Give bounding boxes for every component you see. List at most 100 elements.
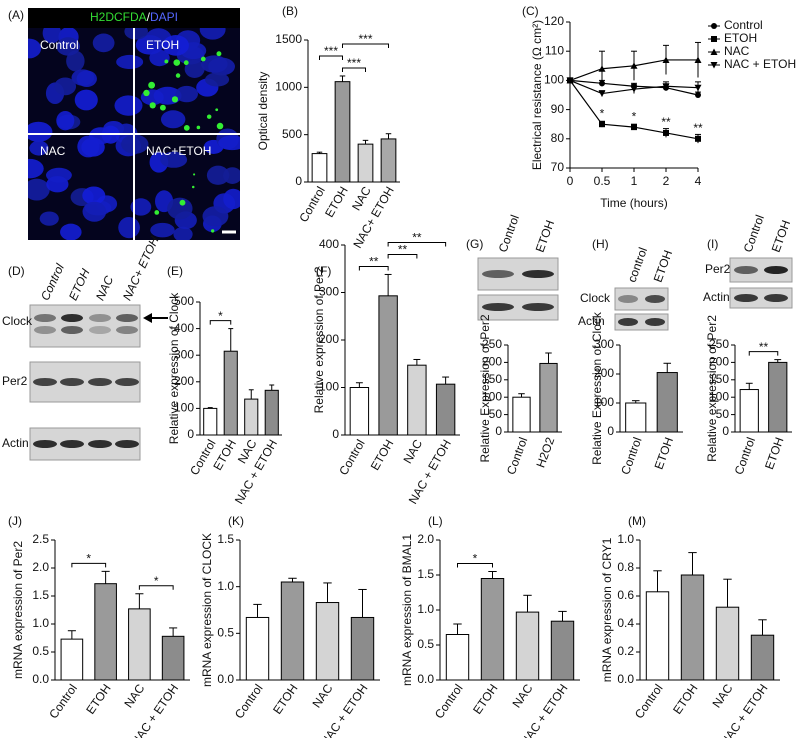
y-tick-label: 120 xyxy=(544,14,564,28)
nucleus xyxy=(223,167,240,184)
ros-signal xyxy=(183,60,189,66)
nucleus xyxy=(206,165,230,185)
y-tick-label: 50 xyxy=(489,407,503,421)
y-axis-label: Relative Expression of Per2 xyxy=(478,314,492,462)
significance-label: * xyxy=(218,309,223,323)
ros-signal xyxy=(173,59,181,66)
nucleus xyxy=(45,167,72,183)
significance-bracket xyxy=(387,241,447,247)
significance-bracket xyxy=(342,43,389,48)
lane-label: Control xyxy=(741,213,767,254)
band xyxy=(60,440,84,448)
bar xyxy=(60,638,84,681)
x-tick-label: NAC xyxy=(710,681,736,710)
bar xyxy=(161,635,185,681)
stain: H2DCFDA xyxy=(90,10,147,24)
y-axis-label: mRNA expression of BMAL1 xyxy=(400,534,414,686)
marker xyxy=(711,23,717,29)
x-tick-label: ETOH xyxy=(83,682,113,717)
legend-label: ETOH xyxy=(724,31,757,45)
y-tick-label: 100 xyxy=(174,401,194,415)
marker xyxy=(631,124,637,131)
bar xyxy=(512,396,531,433)
blot xyxy=(29,304,141,348)
panel-label: (H) xyxy=(592,237,609,251)
blots xyxy=(29,257,793,461)
significance-label: ** xyxy=(412,231,422,245)
nucleus xyxy=(28,38,42,59)
bar xyxy=(223,350,238,436)
bar xyxy=(539,362,558,433)
ros-signal xyxy=(216,51,222,57)
x-tick-label: NAC xyxy=(400,437,425,466)
row-label: Per2 xyxy=(705,262,731,276)
bar xyxy=(349,387,370,436)
band xyxy=(88,378,112,386)
y-tick-label: 1.5 xyxy=(217,532,234,546)
significance-label: *** xyxy=(358,32,372,46)
y-tick-label: 110 xyxy=(545,43,564,57)
nucleus xyxy=(175,85,198,103)
band xyxy=(115,378,139,386)
panel-label: (K) xyxy=(228,514,244,528)
y-tick-label: 1.0 xyxy=(417,602,434,616)
bar xyxy=(128,608,151,681)
significance-bracket xyxy=(457,563,493,568)
y-tick-label: 0.0 xyxy=(617,672,634,686)
x-tick-label: Control xyxy=(618,435,644,476)
significance-bracket xyxy=(209,320,232,325)
y-tick-label: 1.5 xyxy=(32,588,49,602)
y-tick-label: 0.5 xyxy=(217,626,234,640)
band xyxy=(61,314,83,322)
marker xyxy=(710,48,718,55)
y-tick-label: 0.5 xyxy=(32,644,49,658)
band xyxy=(734,266,758,274)
lane-label: ETOH xyxy=(533,218,557,254)
marker xyxy=(711,36,717,42)
y-axis-label: mRNA expression of CRY1 xyxy=(600,537,614,682)
nucleus xyxy=(29,140,49,156)
band xyxy=(88,440,112,448)
y-tick-label: 200 xyxy=(594,366,614,380)
y-tick-label: 0 xyxy=(295,174,302,188)
bar xyxy=(311,153,328,183)
y-tick-label: 300 xyxy=(319,285,339,299)
y-tick-label: 400 xyxy=(174,321,194,335)
y-tick-label: 0.8 xyxy=(617,560,634,574)
y-tick-label: 1000 xyxy=(275,80,302,94)
ros-signal xyxy=(143,89,150,97)
y-tick-label: 0.6 xyxy=(617,588,634,602)
band xyxy=(482,303,514,311)
y-axis-label: Relative expression of Clock xyxy=(167,292,181,444)
y-tick-label: 2.5 xyxy=(32,532,49,546)
nucleus xyxy=(173,226,193,240)
nucleus xyxy=(28,158,44,179)
y-axis-label: Optical density xyxy=(256,72,270,151)
band xyxy=(61,326,83,334)
bar xyxy=(94,583,117,681)
x-tick-label: Control xyxy=(732,435,758,476)
lane-label: ETOH xyxy=(66,266,93,302)
significance-bracket xyxy=(748,351,779,356)
ros-signal xyxy=(175,73,181,78)
image-label: Control xyxy=(40,38,79,52)
panel-label: (J) xyxy=(8,514,22,528)
marker xyxy=(710,62,718,69)
nucleus xyxy=(82,201,107,222)
y-tick-label: 1.0 xyxy=(217,579,234,593)
row-label: Clock xyxy=(2,314,33,328)
bar xyxy=(245,616,270,681)
y-tick-label: 500 xyxy=(174,294,194,308)
x-tick-label: 4 xyxy=(695,174,702,188)
y-tick-label: 50 xyxy=(716,407,730,421)
bar xyxy=(350,616,375,681)
y-tick-label: 70 xyxy=(551,160,565,174)
nucleus xyxy=(39,211,59,226)
panel-label: (B) xyxy=(282,4,298,18)
nucleus xyxy=(66,50,85,72)
marker xyxy=(598,90,606,98)
marker xyxy=(695,92,701,98)
lane-label: Control xyxy=(38,261,67,302)
nucleus xyxy=(118,216,140,239)
band xyxy=(89,326,111,334)
